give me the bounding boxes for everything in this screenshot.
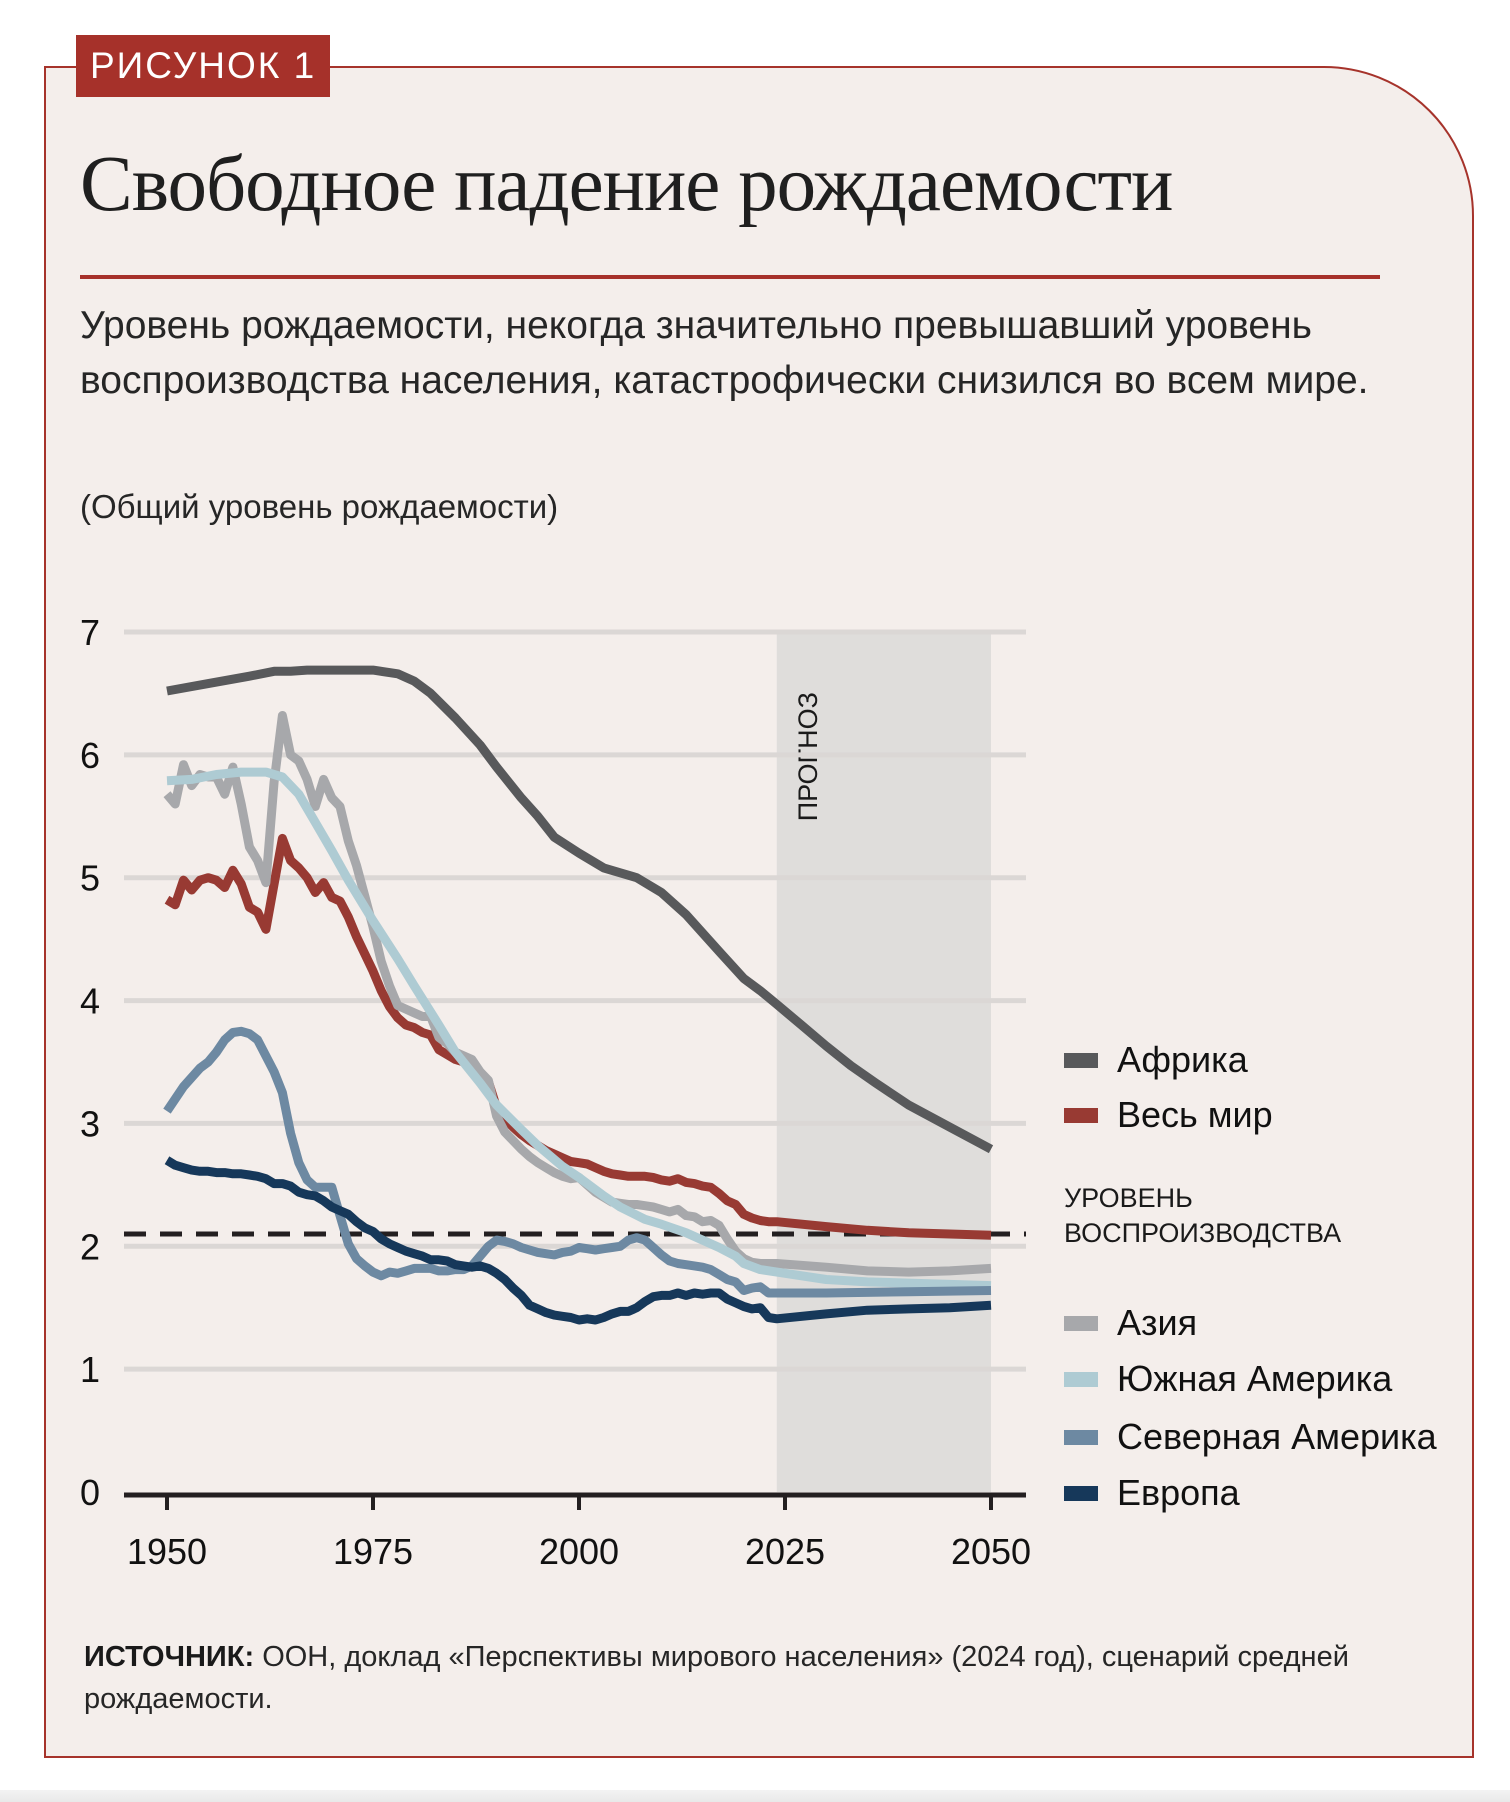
- legend-label: Весь мир: [1117, 1094, 1273, 1135]
- y-tick-label: 0: [80, 1472, 100, 1513]
- legend-label: Южная Америка: [1117, 1358, 1393, 1399]
- figure-frame: [44, 66, 1474, 1758]
- series-line-европа: [164, 1156, 992, 1325]
- y-axis-unit-label: (Общий уровень рождаемости): [80, 488, 559, 525]
- legend-label: Африка: [1117, 1039, 1248, 1080]
- x-tick-label: 1950: [127, 1531, 207, 1572]
- x-tick-label: 1975: [333, 1531, 413, 1572]
- y-tick-label: 7: [80, 612, 100, 653]
- y-tick-label: 3: [80, 1103, 100, 1144]
- x-tick-label: 2000: [539, 1531, 619, 1572]
- y-tick-label: 2: [80, 1226, 100, 1267]
- x-tick-label: 2025: [745, 1531, 825, 1572]
- chart-title: Свободное падение рождаемости: [80, 141, 1173, 228]
- series-line-азия: [163, 711, 992, 1277]
- title-divider: [80, 275, 1380, 279]
- source-note: ИСТОЧНИК: ООН, доклад «Перспективы миров…: [84, 1636, 1404, 1720]
- grid-layer: [124, 629, 1026, 1372]
- series-line-африка: [166, 665, 994, 1154]
- y-tick-label: 1: [80, 1349, 100, 1390]
- series-line-южная-америка: [166, 767, 992, 1291]
- figure-tag: РИСУНОК 1: [76, 35, 331, 97]
- y-tick-label: 6: [80, 735, 100, 776]
- y-tick-label: 4: [80, 981, 100, 1022]
- y-tick-label: 5: [80, 858, 100, 899]
- axis-layer: 0 1 2 3 4 5 6 7 1950 1975 2000 2025 2050: [80, 612, 1031, 1572]
- replacement-level-label: ВОСПРОИЗВОДСТВА: [1064, 1218, 1342, 1248]
- page-bottom-edge: [0, 1790, 1510, 1802]
- series-line-северная-америка: [163, 1026, 992, 1298]
- series-layer: [163, 665, 994, 1325]
- legend-label: Европа: [1117, 1472, 1240, 1513]
- legend-swatch: [1064, 1372, 1098, 1387]
- legend-swatch: [1064, 1430, 1098, 1445]
- legend-swatch: [1064, 1486, 1098, 1501]
- legend-swatch: [1064, 1053, 1098, 1068]
- replacement-level-label: УРОВЕНЬ: [1064, 1183, 1193, 1213]
- x-tick-label: 2050: [951, 1531, 1031, 1572]
- legend-label: Северная Америка: [1117, 1416, 1437, 1457]
- legend-swatch: [1064, 1108, 1098, 1123]
- source-label: ИСТОЧНИК:: [84, 1641, 255, 1673]
- source-text: ООН, доклад «Перспективы мирового населе…: [84, 1641, 1349, 1715]
- chart-subtitle: Уровень рождаемости, некогда значительно…: [80, 304, 1369, 402]
- forecast-band: [776, 632, 991, 1492]
- legend-swatch: [1064, 1316, 1098, 1331]
- forecast-band-layer: ПРОГНОЗ: [776, 632, 991, 1492]
- legend-label: Азия: [1117, 1302, 1198, 1343]
